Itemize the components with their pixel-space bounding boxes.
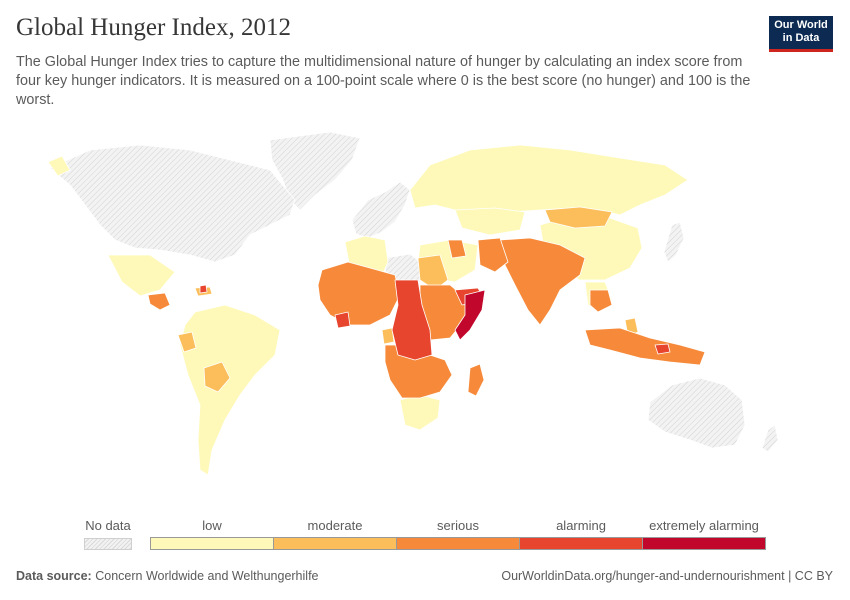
somalia-region[interactable] bbox=[454, 289, 486, 341]
owid-logo[interactable]: Our World in Data bbox=[769, 16, 833, 52]
gabon-region[interactable] bbox=[381, 327, 395, 345]
data-source-text[interactable]: Concern Worldwide and Welthungerhilfe bbox=[95, 569, 319, 583]
south-africa-region[interactable] bbox=[399, 394, 441, 431]
australia-region[interactable] bbox=[647, 377, 746, 449]
legend-label-low: low bbox=[202, 518, 222, 533]
madagascar-region[interactable] bbox=[467, 363, 485, 397]
chart-subtitle: The Global Hunger Index tries to capture… bbox=[16, 54, 751, 108]
sierra-leone-region[interactable] bbox=[334, 311, 351, 329]
legend-no-data-swatch bbox=[84, 538, 132, 550]
haiti-region[interactable] bbox=[199, 284, 208, 294]
central-america-region[interactable] bbox=[147, 292, 171, 311]
laos-cambodia-region[interactable] bbox=[589, 289, 613, 313]
logo-line-2: in Data bbox=[782, 32, 820, 44]
west-africa-region[interactable] bbox=[317, 261, 401, 326]
mongolia-region[interactable] bbox=[544, 206, 613, 229]
legend-label-alarming: alarming bbox=[556, 518, 606, 533]
data-source: Data source: Concern Worldwide and Welth… bbox=[16, 569, 319, 583]
new-zealand-region[interactable] bbox=[761, 424, 779, 453]
legend-bin-low[interactable] bbox=[150, 537, 274, 550]
logo-line-1: Our World bbox=[774, 19, 828, 31]
pakistan-afghanistan-region[interactable] bbox=[477, 237, 509, 273]
india-region[interactable] bbox=[499, 237, 586, 326]
legend-bin-serious[interactable] bbox=[397, 537, 520, 550]
europe-region[interactable] bbox=[351, 181, 411, 239]
chart-title: Global Hunger Index, 2012 bbox=[16, 14, 291, 41]
world-map[interactable] bbox=[0, 110, 850, 510]
bolivia-region[interactable] bbox=[203, 361, 231, 393]
kazakhstan-region[interactable] bbox=[454, 207, 526, 236]
data-source-label: Data source: bbox=[16, 569, 92, 583]
russia-region[interactable] bbox=[409, 144, 689, 216]
legend-bin-alarming[interactable] bbox=[520, 537, 643, 550]
legend-color-scale bbox=[150, 537, 766, 550]
legend-label-extremely-alarming: extremely alarming bbox=[649, 518, 759, 533]
legend-label-serious: serious bbox=[437, 518, 479, 533]
north-america-region[interactable] bbox=[49, 144, 296, 263]
south-america-region[interactable] bbox=[179, 304, 281, 476]
timor-region[interactable] bbox=[654, 343, 671, 355]
peru-region[interactable] bbox=[177, 331, 197, 353]
chad-drc-region[interactable] bbox=[391, 279, 433, 361]
iraq-region[interactable] bbox=[447, 239, 467, 259]
source-url[interactable]: OurWorldinData.org/hunger-and-undernouri… bbox=[501, 569, 833, 583]
indonesia-region[interactable] bbox=[584, 327, 706, 366]
legend-bin-moderate[interactable] bbox=[274, 537, 397, 550]
greenland-region[interactable] bbox=[269, 131, 361, 211]
map-legend: No data low moderate serious alarming ex… bbox=[0, 512, 850, 552]
alaska-region[interactable] bbox=[47, 155, 71, 177]
japan-region[interactable] bbox=[663, 221, 685, 263]
legend-no-data-label: No data bbox=[85, 518, 131, 533]
legend-bin-extremely-alarming[interactable] bbox=[643, 537, 766, 550]
legend-label-moderate: moderate bbox=[307, 518, 363, 533]
mexico-region[interactable] bbox=[107, 254, 176, 297]
